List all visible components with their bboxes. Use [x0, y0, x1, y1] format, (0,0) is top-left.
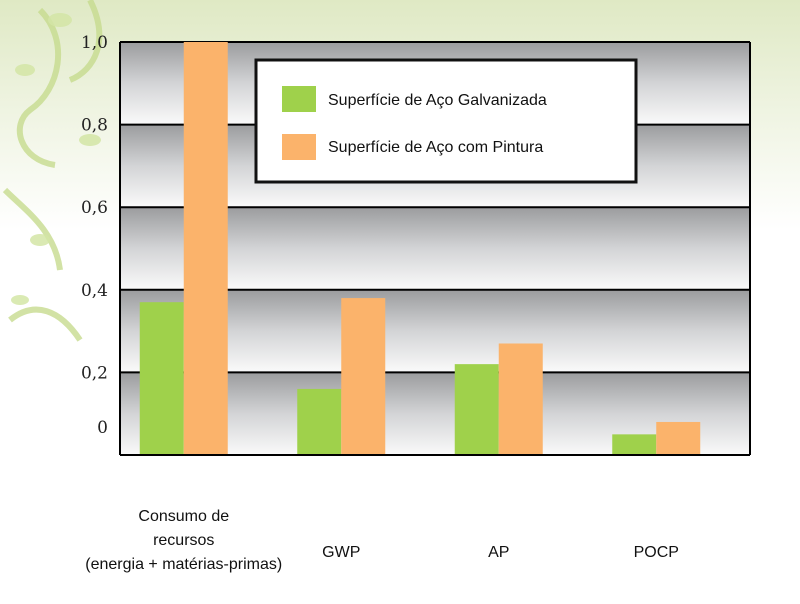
legend-swatch-galvanizada: [282, 86, 316, 112]
x-category-label-line: AP: [488, 544, 510, 561]
bars: [139, 42, 701, 455]
y-tick-label: 1,0: [81, 33, 108, 53]
bar-galvanizada: [297, 388, 342, 455]
y-tick-label: 0,8: [81, 116, 108, 136]
legend-box: [254, 58, 638, 184]
bar-pintura: [656, 421, 701, 455]
y-tick-label: 0: [97, 418, 108, 438]
legend: Superfície de Aço Galvanizada Superfície…: [254, 58, 638, 184]
x-category-label: Consumo de recursos (energia + matérias-pr…: [44, 505, 324, 577]
x-category-label: GWP: [201, 541, 481, 565]
x-category-label-line: (energia + matérias-primas): [85, 556, 283, 573]
vine-swirl-decoration: [2, 0, 103, 342]
bar-pintura: [498, 343, 543, 455]
x-category-label-line: recursos: [153, 532, 215, 549]
y-tick-label: 0,2: [81, 363, 108, 383]
bar-pintura: [341, 298, 386, 455]
bar-galvanizada: [612, 434, 657, 455]
legend-label-pintura: Superfície de Aço com Pintura: [328, 139, 543, 156]
axes: [119, 42, 751, 456]
x-category-label-line: GWP: [322, 544, 361, 561]
bar-galvanizada: [454, 364, 499, 455]
bar-galvanizada: [139, 302, 184, 455]
x-category-label: AP: [359, 541, 639, 565]
y-tick-label: 0,6: [81, 198, 108, 218]
bar-pintura: [183, 42, 228, 455]
legend-label-galvanizada: Superfície de Aço Galvanizada: [328, 92, 547, 109]
legend-swatch-pintura: [282, 134, 316, 160]
y-tick-label: 0,4: [81, 281, 108, 301]
x-category-label-line: Consumo de: [138, 508, 230, 525]
x-category-label: POCP: [516, 541, 796, 565]
x-category-label-line: POCP: [633, 544, 679, 561]
y-tick-labels: 1,0 0,8 0,6 0,4 0,2 0: [81, 33, 108, 438]
